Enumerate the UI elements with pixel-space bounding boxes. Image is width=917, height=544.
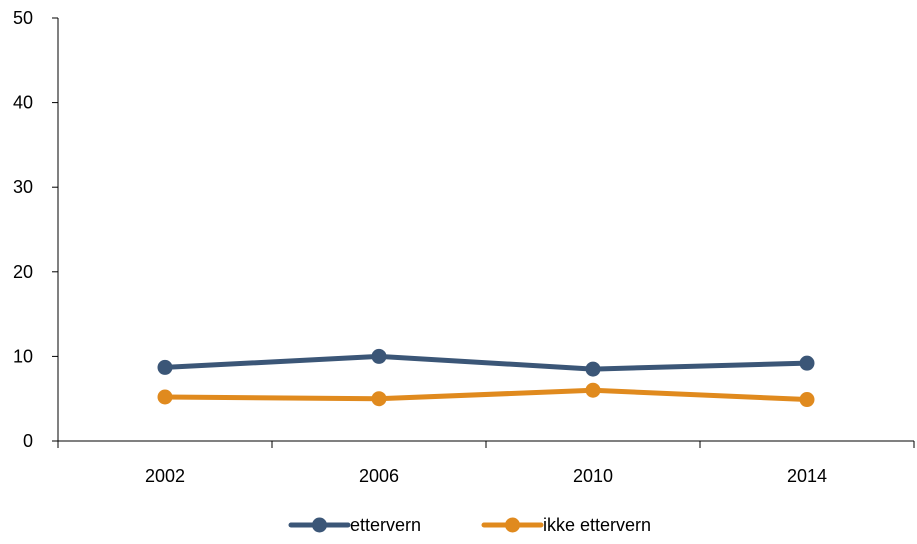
data-point: [585, 361, 601, 377]
legend-swatch-marker: [312, 517, 327, 533]
legend-label: ettervern: [350, 515, 421, 535]
y-tick-label: 20: [13, 262, 33, 282]
series-line: [162, 353, 810, 372]
x-tick-label: 2006: [359, 466, 399, 486]
series-1: [157, 348, 815, 377]
legend-swatch-marker: [505, 517, 520, 533]
series-2: [157, 382, 815, 408]
data-point: [371, 391, 387, 407]
x-tick-label: 2002: [145, 466, 185, 486]
data-point: [157, 359, 173, 375]
y-tick-label: 30: [13, 177, 33, 197]
legend: ettervern ikke ettervern: [288, 515, 651, 535]
y-tick-label: 10: [13, 346, 33, 366]
data-point: [799, 392, 815, 408]
series-line: [162, 387, 810, 403]
y-tick-label: 40: [13, 93, 33, 113]
x-tick-label: 2014: [787, 466, 827, 486]
series-layer: [157, 348, 815, 408]
data-point: [157, 389, 173, 405]
legend-item: ettervern: [288, 515, 421, 535]
data-point: [799, 355, 815, 371]
data-point: [371, 348, 387, 364]
axes: [52, 17, 915, 448]
y-tick-labels: 0 10 20 30 40 50: [13, 8, 33, 451]
legend-item: ikke ettervern: [481, 515, 651, 535]
y-tick-label: 0: [23, 431, 33, 451]
x-tick-label: 2010: [573, 466, 613, 486]
y-tick-label: 50: [13, 8, 33, 28]
data-point: [585, 382, 601, 398]
x-tick-labels: 2002 2006 2010 2014: [145, 466, 827, 486]
legend-label: ikke ettervern: [543, 515, 651, 535]
